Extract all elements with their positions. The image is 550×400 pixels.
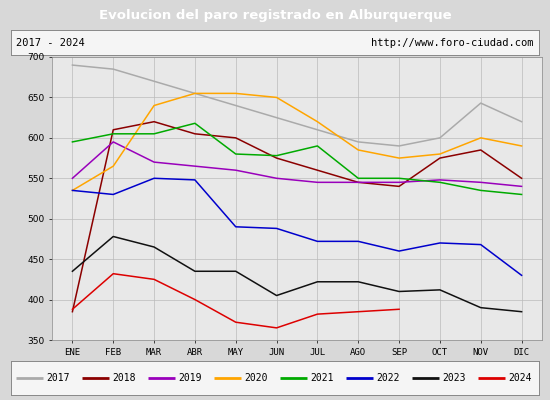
Text: http://www.foro-ciudad.com: http://www.foro-ciudad.com <box>371 38 534 48</box>
Text: 2023: 2023 <box>442 373 466 383</box>
Text: 2022: 2022 <box>376 373 400 383</box>
Text: 2020: 2020 <box>244 373 268 383</box>
Text: 2018: 2018 <box>112 373 136 383</box>
Text: 2017 - 2024: 2017 - 2024 <box>16 38 85 48</box>
Text: 2024: 2024 <box>508 373 532 383</box>
Text: Evolucion del paro registrado en Alburquerque: Evolucion del paro registrado en Alburqu… <box>98 8 452 22</box>
Text: 2019: 2019 <box>178 373 202 383</box>
Text: 2017: 2017 <box>46 373 70 383</box>
Text: 2021: 2021 <box>310 373 334 383</box>
